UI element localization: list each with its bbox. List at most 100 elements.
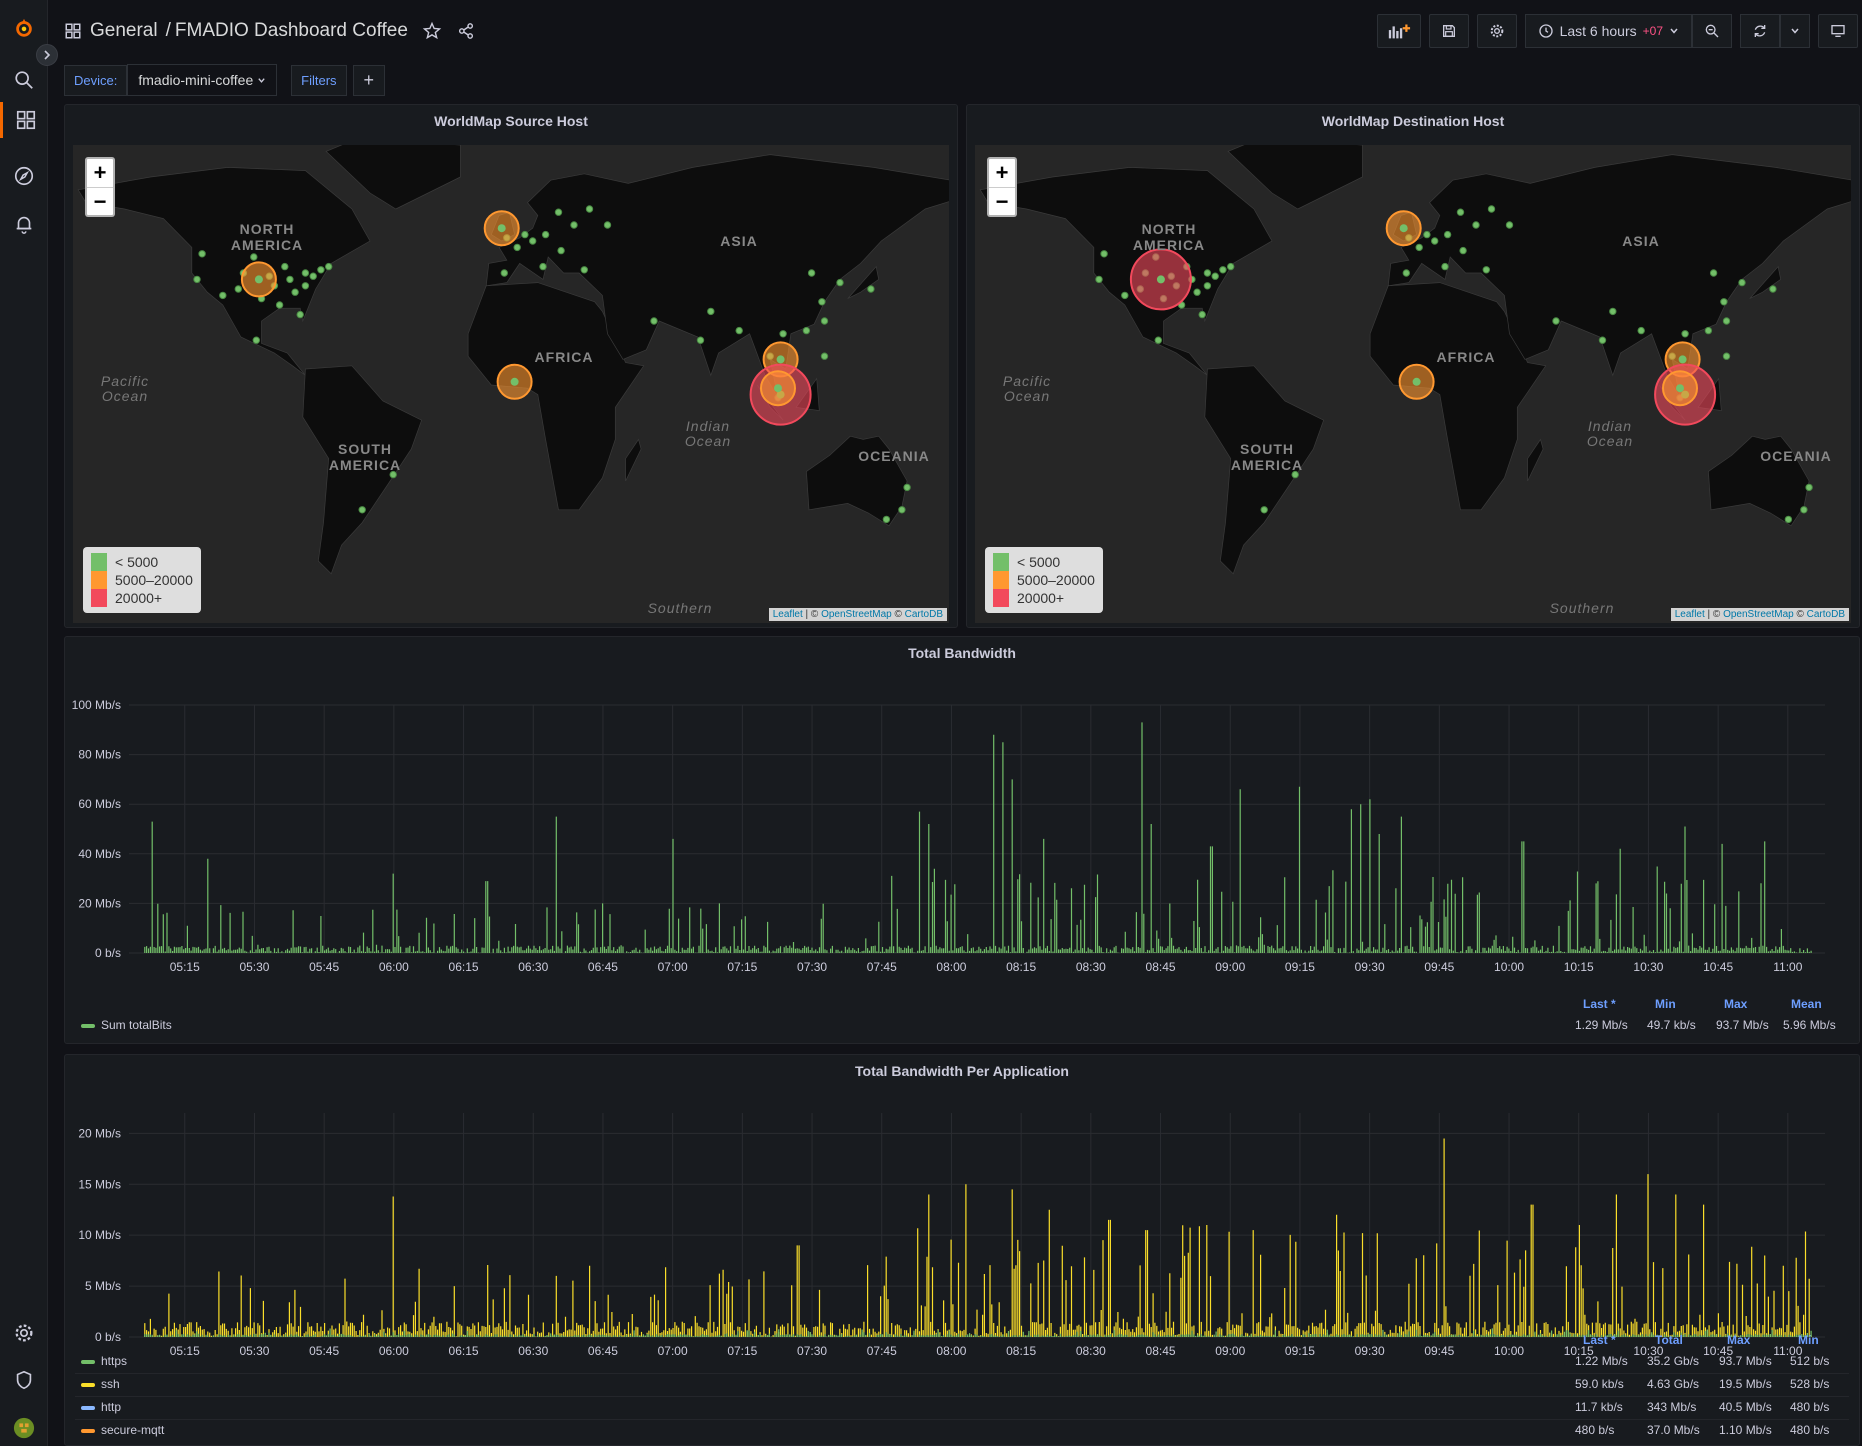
expand-menu-button[interactable] xyxy=(36,44,58,66)
host-marker[interactable] xyxy=(1431,237,1439,245)
host-marker[interactable] xyxy=(1598,336,1607,344)
application-bandwidth-graph[interactable]: 0 b/s 5 Mb/s 10 Mb/s 15 Mb/s 20 Mb/s 05:15 05:… xyxy=(65,1083,1861,1373)
host-marker[interactable] xyxy=(1415,243,1423,252)
host-marker[interactable] xyxy=(1412,377,1421,386)
host-marker[interactable] xyxy=(1678,355,1687,364)
attribution-link[interactable]: OpenStreetMap xyxy=(821,609,892,620)
host-marker[interactable] xyxy=(818,298,826,306)
host-marker[interactable] xyxy=(1609,307,1617,316)
host-marker[interactable] xyxy=(1738,278,1746,287)
zoom-in-button[interactable]: + xyxy=(995,160,1009,185)
host-marker[interactable] xyxy=(219,291,227,300)
host-marker[interactable] xyxy=(275,301,284,309)
host-marker[interactable] xyxy=(1203,269,1212,277)
zoom-in-button[interactable]: + xyxy=(93,160,107,185)
host-marker[interactable] xyxy=(389,470,397,479)
host-marker[interactable] xyxy=(1154,336,1163,344)
host-marker[interactable] xyxy=(820,352,829,360)
folder-link[interactable]: General xyxy=(90,20,158,41)
refresh-button[interactable] xyxy=(1740,14,1780,48)
zoom-out-button[interactable]: − xyxy=(989,187,1015,215)
host-marker[interactable] xyxy=(301,269,310,277)
host-marker[interactable] xyxy=(1709,269,1718,277)
host-marker[interactable] xyxy=(291,288,299,296)
host-marker[interactable] xyxy=(1399,224,1408,233)
stat-header[interactable]: Total xyxy=(1655,1333,1683,1347)
time-picker-button[interactable]: Last 6 hours +07 xyxy=(1524,14,1692,48)
zoom-out-button[interactable] xyxy=(1692,14,1732,48)
stat-header[interactable]: Min xyxy=(1655,997,1676,1011)
legend-item-sum-totalbits[interactable]: Sum totalBits xyxy=(81,1018,172,1032)
host-marker[interactable] xyxy=(250,253,258,261)
host-marker[interactable] xyxy=(510,377,519,386)
legend-item-http[interactable]: http xyxy=(81,1400,121,1414)
device-variable-select[interactable]: fmadio-mini-coffee xyxy=(127,64,278,96)
host-marker[interactable] xyxy=(1095,275,1103,284)
host-marker[interactable] xyxy=(193,275,201,284)
host-marker[interactable] xyxy=(286,275,294,284)
host-marker[interactable] xyxy=(1211,272,1219,280)
host-marker[interactable] xyxy=(1552,317,1560,325)
host-marker[interactable] xyxy=(325,262,333,271)
host-marker[interactable] xyxy=(1441,262,1449,271)
host-marker[interactable] xyxy=(521,230,529,239)
host-marker[interactable] xyxy=(1681,330,1689,338)
series-ssh[interactable] xyxy=(143,1138,1812,1338)
host-marker[interactable] xyxy=(585,205,594,213)
host-marker[interactable] xyxy=(1121,291,1129,300)
zoom-out-button[interactable]: − xyxy=(87,187,113,215)
attribution-link[interactable]: Leaflet xyxy=(1674,609,1705,620)
host-marker[interactable] xyxy=(1459,246,1467,255)
host-marker[interactable] xyxy=(254,275,263,284)
host-marker[interactable] xyxy=(820,317,829,325)
host-marker[interactable] xyxy=(1704,326,1713,335)
add-panel-button[interactable] xyxy=(1376,14,1421,48)
series-sum-totalbits[interactable] xyxy=(143,722,1812,953)
host-marker[interactable] xyxy=(234,285,243,293)
host-marker[interactable] xyxy=(1805,483,1813,492)
search-icon[interactable] xyxy=(0,62,48,98)
dashboards-icon[interactable] xyxy=(0,102,48,138)
host-marker[interactable] xyxy=(1443,230,1452,239)
share-icon[interactable] xyxy=(456,21,476,41)
dashboard-title[interactable]: FMADIO Dashboard Coffee xyxy=(174,20,408,41)
host-marker[interactable] xyxy=(1800,506,1808,514)
attribution-link[interactable]: CartoDB xyxy=(1806,609,1845,620)
host-marker[interactable] xyxy=(882,515,891,524)
stat-header[interactable]: Last * xyxy=(1583,1333,1616,1347)
host-marker[interactable] xyxy=(1769,285,1777,293)
host-marker[interactable] xyxy=(1198,310,1206,319)
host-marker[interactable] xyxy=(774,384,782,393)
bandwidth-graph[interactable]: 0 b/s 20 Mb/s 40 Mb/s 60 Mb/s 80 Mb/s 100 Mb/… xyxy=(65,665,1861,1025)
host-marker[interactable] xyxy=(309,272,317,280)
host-marker[interactable] xyxy=(1482,266,1490,274)
host-marker[interactable] xyxy=(301,282,310,290)
host-marker[interactable] xyxy=(707,307,715,316)
host-marker[interactable] xyxy=(539,262,547,271)
host-marker[interactable] xyxy=(603,221,612,229)
add-filter-button[interactable]: + xyxy=(352,64,386,96)
save-dashboard-button[interactable] xyxy=(1428,14,1469,48)
host-marker[interactable] xyxy=(1203,282,1212,290)
host-marker[interactable] xyxy=(735,326,743,335)
host-marker[interactable] xyxy=(541,230,550,239)
host-marker[interactable] xyxy=(1637,326,1645,335)
stat-header[interactable]: Max xyxy=(1724,997,1748,1011)
host-marker[interactable] xyxy=(1722,317,1731,325)
host-marker[interactable] xyxy=(1784,515,1793,524)
host-marker[interactable] xyxy=(1260,506,1268,514)
host-marker[interactable] xyxy=(281,262,289,271)
host-marker[interactable] xyxy=(1291,470,1299,479)
host-marker[interactable] xyxy=(198,250,206,258)
host-marker[interactable] xyxy=(898,506,906,514)
gear-icon[interactable] xyxy=(0,1315,48,1351)
host-marker[interactable] xyxy=(903,483,911,492)
dashboard-settings-button[interactable] xyxy=(1476,14,1517,48)
shield-icon[interactable] xyxy=(0,1362,48,1398)
attribution-link[interactable]: Leaflet xyxy=(772,609,803,620)
host-marker[interactable] xyxy=(1472,221,1480,229)
host-marker[interactable] xyxy=(650,317,658,325)
tv-mode-button[interactable] xyxy=(1818,14,1858,48)
stat-header[interactable]: Mean xyxy=(1791,997,1822,1011)
attribution-link[interactable]: OpenStreetMap xyxy=(1723,609,1794,620)
